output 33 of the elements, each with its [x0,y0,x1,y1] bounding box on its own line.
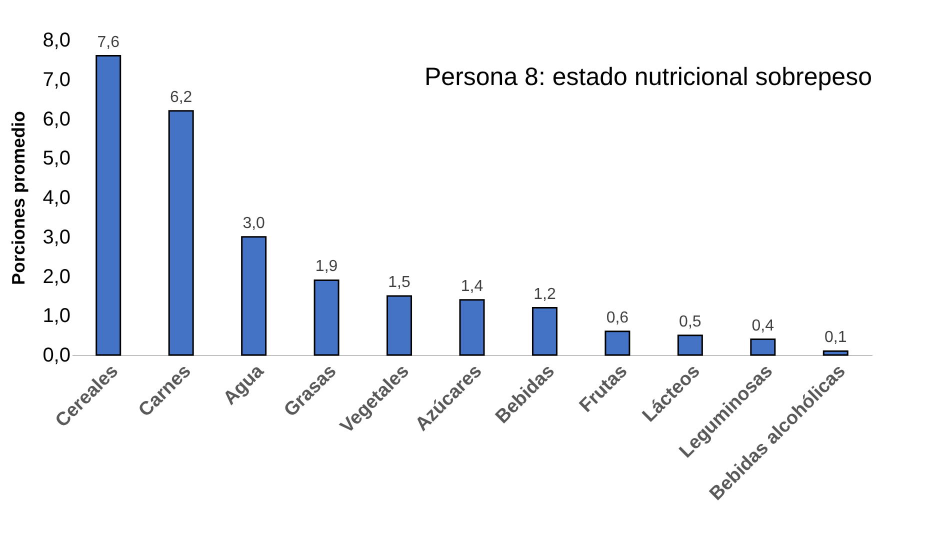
y-tick-label: 8,0 [42,30,70,52]
data-label: 7,6 [97,34,120,51]
y-tick-label: 4,0 [42,187,70,209]
y-tick-label: 3,0 [42,226,70,248]
y-axis-title: Porciones promedio [8,110,29,286]
data-label: 1,5 [388,274,410,291]
data-label: 0,1 [824,329,847,346]
bar [459,299,485,356]
bar [532,307,558,356]
bar [241,236,267,356]
bar [604,330,630,356]
bar [96,55,122,356]
y-tick-label: 5,0 [42,148,70,170]
y-tick-label: 7,0 [42,68,70,91]
data-label: 0,5 [679,313,702,330]
y-tick-label: 0,0 [42,344,70,366]
bar [314,279,340,356]
bar [677,334,703,356]
data-label: 1,2 [534,286,556,303]
data-label: 0,4 [752,317,774,334]
data-label: 1,4 [460,278,484,295]
y-tick-label: 2,0 [42,266,70,288]
data-label: 0,6 [606,309,629,326]
text: Persona 8: estado nutricional sobrepeso [424,63,872,91]
data-label: 3,0 [242,214,266,232]
data-label: 1,9 [315,258,338,276]
data-label: 6,2 [170,88,192,106]
bar [750,338,776,356]
bar [168,110,194,356]
y-tick-label: 1,0 [42,305,70,328]
y-tick-label: 6,0 [42,108,70,130]
bar [822,350,848,356]
bar [386,295,412,356]
